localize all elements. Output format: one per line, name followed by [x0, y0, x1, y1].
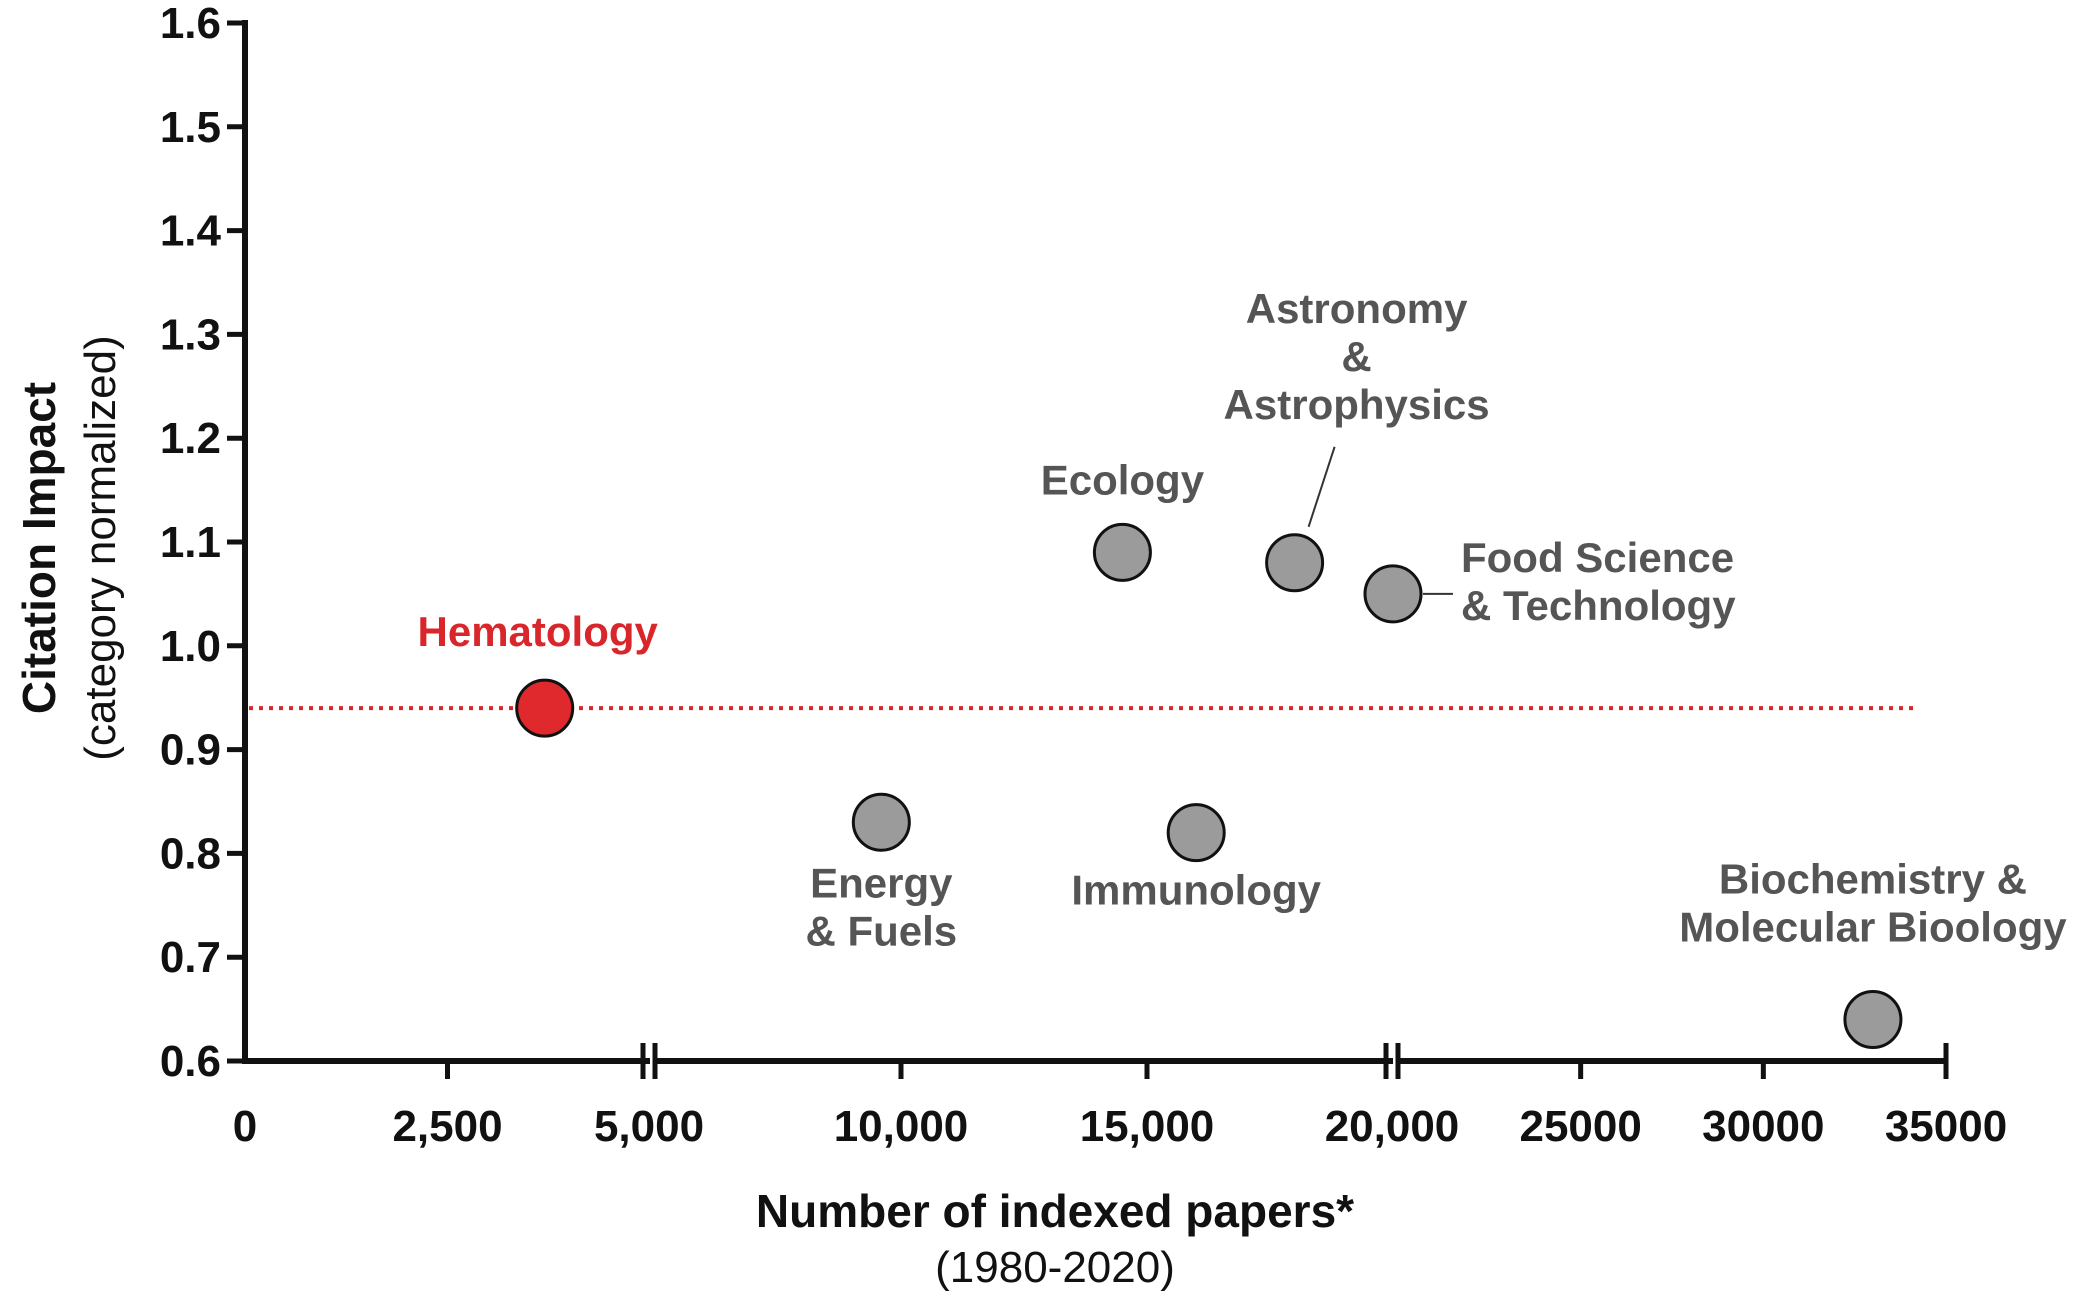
y-axis-title-group: Citation Impact — [13, 382, 65, 714]
point-label-line: & Technology — [1461, 582, 1736, 629]
x-tick-label-15000: 15,000 — [1080, 1102, 1215, 1151]
point-label-biochemistry: Biochemistry & Molecular Bioology — [1679, 855, 2067, 950]
x-tick-label-30000: 30000 — [1702, 1102, 1824, 1151]
y-tick-label-1.4: 1.4 — [160, 207, 222, 256]
point-food-science — [1363, 564, 1423, 624]
point-label-line: Immunology — [1071, 867, 1321, 914]
point-label-line: Food Science — [1461, 534, 1734, 581]
leader-astronomy — [1307, 446, 1336, 528]
y-axis-subtitle: (category normalized) — [76, 335, 125, 761]
point-label-ecology: Ecology — [1041, 456, 1205, 503]
point-immunology — [1166, 803, 1226, 863]
x-tick-label-25000: 25000 — [1519, 1102, 1641, 1151]
x-tick-label-0: 0 — [233, 1102, 257, 1151]
point-label-line: Molecular Bioology — [1679, 903, 2067, 950]
point-labels: Hematology Energy & Fuels Ecology Immunology… — [418, 285, 2068, 955]
y-tick-label-1.2: 1.2 — [160, 414, 221, 463]
x-tick-label-2500: 2,500 — [392, 1102, 502, 1151]
y-tick-label-1.3: 1.3 — [160, 310, 221, 359]
point-label-energy: Energy & Fuels — [805, 859, 957, 954]
point-biochemistry — [1843, 989, 1903, 1049]
axes: 0.6 0.7 0.8 0.9 1.0 1.1 1.2 1.3 1.4 1.5 1.6 0 2,500 5… — [160, 0, 2007, 1151]
x-axis-subtitle: (1980-2020) — [935, 1243, 1175, 1292]
x-axis-title: Number of indexed papers* — [756, 1185, 1354, 1237]
x-tick-label-10000: 10,000 — [834, 1102, 969, 1151]
y-tick-label-1.6: 1.6 — [160, 0, 221, 48]
y-axis-subtitle-group: (category normalized) — [76, 335, 125, 761]
point-label-line: & — [1341, 333, 1371, 380]
data-points — [515, 522, 1903, 1049]
point-ecology — [1092, 522, 1152, 582]
point-label-line: Energy — [810, 859, 953, 906]
point-label-immunology: Immunology — [1071, 867, 1321, 914]
x-tick-label-35000: 35000 — [1885, 1102, 2007, 1151]
y-tick-label-0.8: 0.8 — [160, 829, 221, 878]
point-energy — [851, 792, 911, 852]
point-hematology — [515, 678, 575, 738]
point-label-line: Hematology — [418, 608, 659, 655]
point-label-food-science: Food Science & Technology — [1461, 534, 1736, 629]
point-astronomy — [1265, 533, 1325, 593]
point-label-line: Astrophysics — [1224, 381, 1490, 428]
label-leaders — [1307, 446, 1453, 595]
x-tick-label-20000: 20,000 — [1325, 1102, 1460, 1151]
point-label-astronomy: Astronomy & Astrophysics — [1224, 285, 1490, 428]
y-tick-label-1.0: 1.0 — [160, 622, 221, 671]
y-tick-label-0.7: 0.7 — [160, 933, 221, 982]
point-label-line: Astronomy — [1246, 285, 1468, 332]
point-label-line: & Fuels — [805, 907, 957, 954]
y-tick-label-0.6: 0.6 — [160, 1037, 221, 1086]
point-label-hematology: Hematology — [418, 608, 659, 655]
y-axis-title: Citation Impact — [13, 382, 65, 714]
x-tick-label-5000: 5,000 — [594, 1102, 704, 1151]
y-tick-label-1.5: 1.5 — [160, 103, 221, 152]
y-tick-label-1.1: 1.1 — [160, 518, 221, 567]
point-label-line: Ecology — [1041, 456, 1205, 503]
point-label-line: Biochemistry & — [1719, 855, 2027, 902]
y-tick-label-0.9: 0.9 — [160, 726, 221, 775]
